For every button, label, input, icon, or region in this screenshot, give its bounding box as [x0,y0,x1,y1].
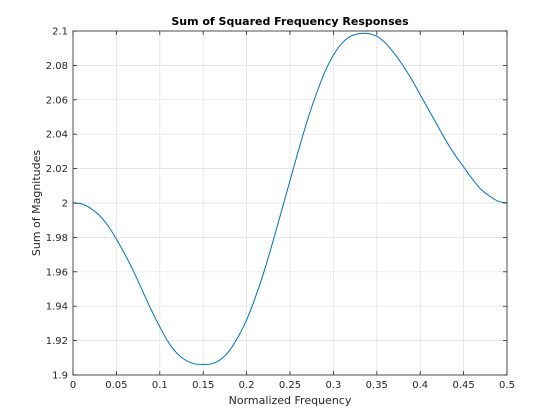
x-tick-label: 0.25 [279,380,301,391]
x-tick-label: 0.2 [239,380,255,391]
y-tick-label: 2 [62,199,68,210]
chart-title: Sum of Squared Frequency Responses [171,15,409,28]
x-tick-label: 0.45 [452,380,474,391]
x-tick-label: 0 [70,380,76,391]
x-tick-label: 0.4 [412,380,428,391]
y-tick-label: 1.98 [46,233,68,244]
x-tick-label: 0.15 [192,380,214,391]
y-tick-label: 2.08 [46,61,68,72]
x-tick-label: 0.5 [499,380,515,391]
y-axis-label: Sum of Magnitudes [30,150,43,257]
y-tick-label: 2.06 [46,95,68,106]
y-tick-label: 2.02 [46,164,68,175]
x-tick-label: 0.35 [366,380,388,391]
y-tick-labels: 1.9 1.92 1.94 1.96 1.98 2 2.02 2.04 2.06 2.08 2.1 [46,27,68,382]
tick-marks [72,30,508,376]
y-tick-label: 1.94 [46,302,68,313]
y-tick-label: 2.04 [46,130,68,141]
y-tick-label: 1.92 [46,336,68,347]
x-tick-label: 0.1 [152,380,168,391]
x-tick-labels: 0 0.05 0.1 0.15 0.2 0.25 0.3 0.35 0.4 0.45 0.5 [70,380,515,391]
y-tick-label: 1.96 [46,267,68,278]
x-axis-label: Normalized Frequency [229,394,352,407]
y-tick-label: 2.1 [52,27,68,38]
x-tick-label: 0.3 [325,380,341,391]
y-tick-label: 1.9 [52,371,68,382]
x-tick-label: 0.05 [105,380,127,391]
series-line [72,32,508,365]
series-group [72,32,508,365]
